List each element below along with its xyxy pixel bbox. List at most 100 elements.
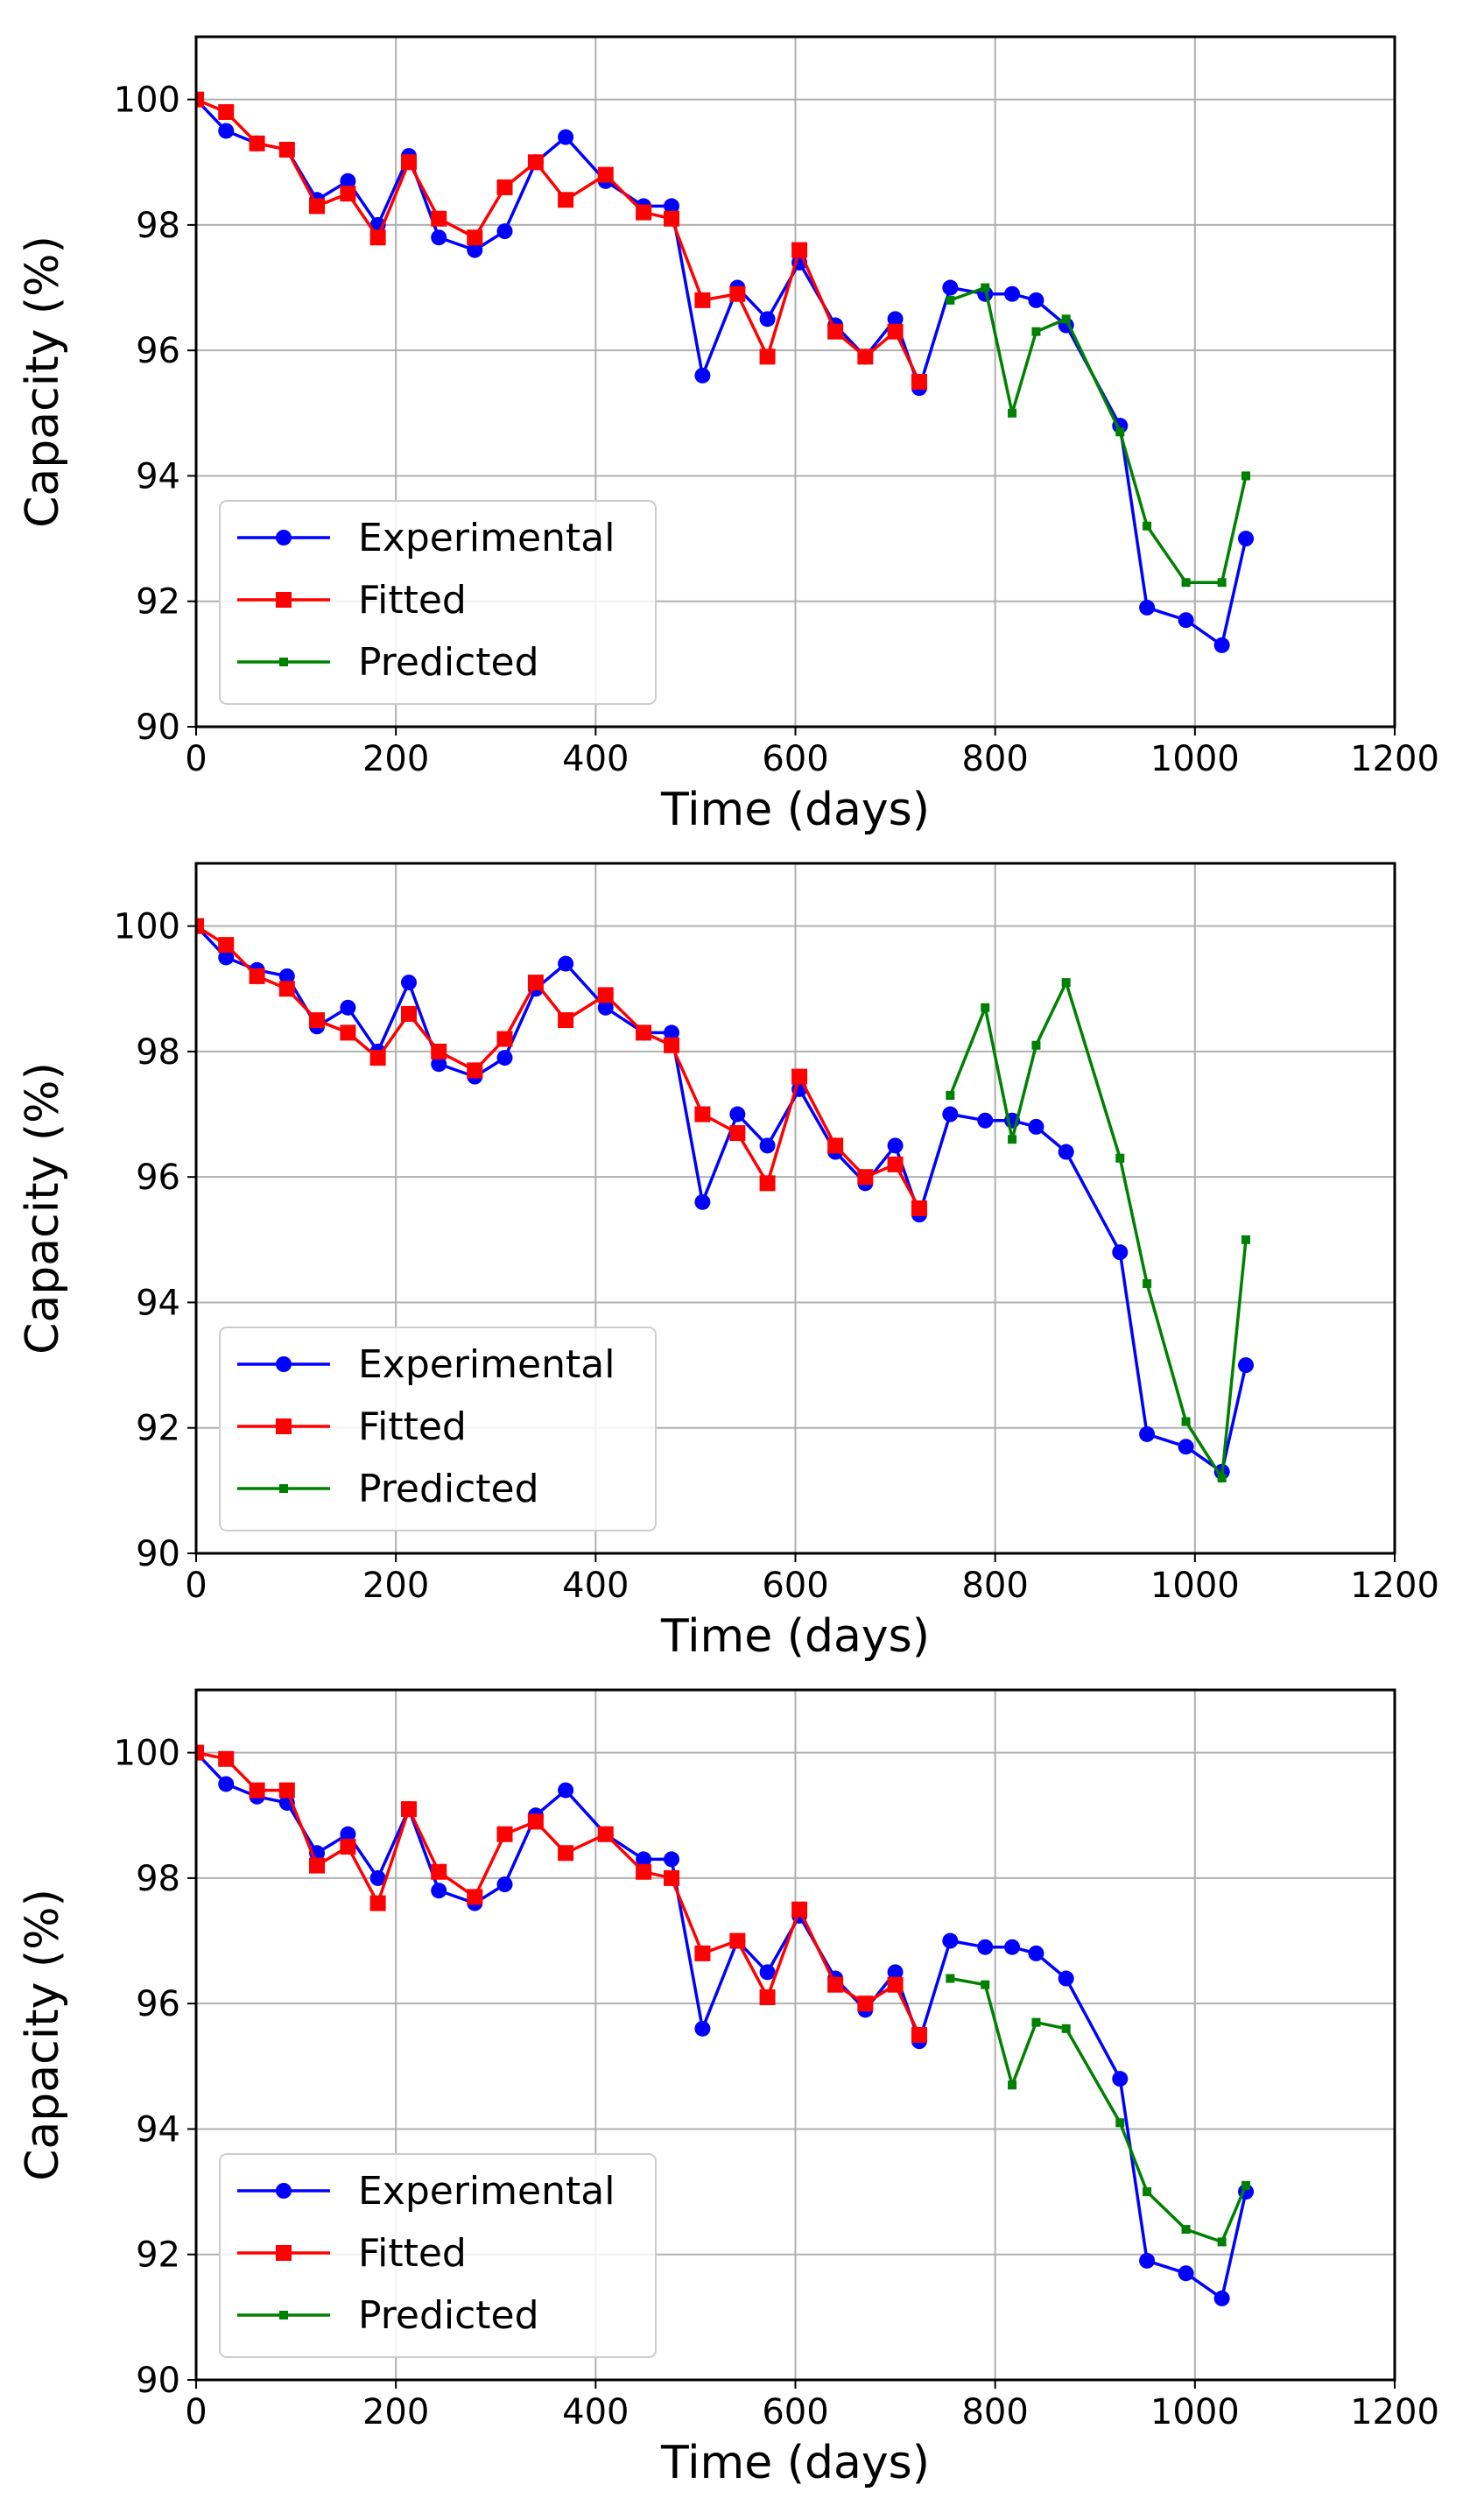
predicted-point [1061,2024,1071,2033]
y-tick-label: 98 [136,1859,180,1899]
experimental-point [431,229,447,246]
predicted-point [1217,1474,1227,1483]
experimental-point [1004,1939,1021,1955]
y-tick-label: 90 [136,2361,180,2401]
fitted-point [249,1782,265,1798]
y-tick-label: 96 [136,1984,180,2024]
fitted-point [791,1068,808,1085]
fitted-point [636,204,652,221]
experimental-point [1112,2071,1129,2087]
experimental-point [1004,285,1021,302]
fitted-point [400,154,417,171]
experimental-point [218,949,235,966]
experimental-point [694,2020,711,2037]
y-tick-label: 94 [136,456,180,496]
legend-box [219,500,657,705]
x-tick-label: 200 [362,2392,429,2432]
fitted-point [827,1137,844,1154]
legend: Experimental Fitted Predicted [219,2153,657,2358]
fitted-point [218,1750,235,1767]
fitted-point [827,1976,844,1993]
experimental-point [759,311,776,327]
experimental-point [278,968,295,984]
x-tick-label: 1000 [1150,2392,1240,2432]
legend-label-predicted: Predicted [358,2293,539,2338]
x-axis-label: Time (days) [660,784,930,836]
experimental-point [1112,1244,1129,1261]
fitted-point [527,1813,544,1830]
predicted-point [946,1091,955,1101]
predicted-point [1008,1135,1017,1144]
fitted-point [911,374,927,390]
experimental-point [276,2183,292,2199]
fitted-point [400,1801,417,1818]
x-tick-label: 1200 [1350,739,1439,779]
fitted-point [791,242,808,258]
legend-label-predicted: Predicted [358,640,539,685]
experimental-point [942,1106,959,1123]
experimental-point [1028,292,1044,308]
experimental-point [887,1964,904,1981]
predicted-point [1031,2017,1041,2027]
predicted-line [948,981,1248,1480]
fitted-point [887,1156,904,1172]
fitted-point [759,1175,776,1192]
experimental-point [218,123,235,139]
fitted-line [196,97,921,383]
experimental-point [597,999,614,1016]
fitted-point [694,1945,711,1961]
experimental-point [1178,2265,1194,2282]
y-tick-label: 92 [136,2235,180,2276]
fitted-point [340,1839,356,1855]
experimental-point [340,999,356,1016]
y-tick-label: 100 [114,907,180,947]
predicted-point [1031,327,1041,336]
y-tick-label: 98 [136,206,180,246]
fitted-point [369,1050,386,1066]
experimental-point [1213,637,1230,653]
experimental-point [1028,1945,1044,1961]
fitted-point [309,1012,326,1029]
fitted-point [467,1889,483,1905]
x-tick-label: 600 [762,2392,828,2432]
fitted-point [340,1024,356,1041]
legend: Experimental Fitted Predicted [219,1327,657,1531]
x-axis-label: Time (days) [660,1610,930,1663]
predicted-line [949,1976,1248,2244]
y-tick-label: 90 [136,1534,180,1574]
experimental-point [496,1050,513,1066]
experimental-point [664,1024,680,1041]
predicted-point [1143,521,1152,531]
fitted-point [664,1037,680,1053]
x-tick-label: 800 [961,1566,1028,1606]
experimental-point [467,242,483,258]
experimental-point [369,1869,386,1886]
fitted-point [664,1869,680,1886]
fitted-point [276,2245,292,2261]
x-tick-label: 1000 [1150,739,1240,779]
fitted-point [309,198,326,215]
experimental-point [694,367,711,384]
y-axis-label: Capacity (%) [17,236,69,528]
experimental-point [759,1964,776,1981]
fitted-point [694,292,711,308]
predicted-point [1143,2187,1152,2197]
fitted-point [249,135,265,151]
fitted-point [196,1744,204,1761]
fitted-point [400,1005,417,1022]
experimental-point [496,1876,513,1893]
fitted-point [597,166,614,183]
predicted-point [1181,2225,1191,2235]
experimental-point [887,1137,904,1154]
experimental-point [977,1939,994,1955]
legend-label-fitted: Fitted [358,2231,467,2276]
x-tick-label: 600 [762,739,828,779]
experimental-point [1178,612,1194,629]
legend-label-fitted: Fitted [358,578,467,623]
fitted-point [857,348,874,365]
x-tick-label: 0 [185,739,207,779]
legend-label-experimental: Experimental [358,516,615,560]
experimental-point [558,955,574,972]
predicted-point [1241,1235,1251,1244]
predicted-line [949,285,1248,584]
